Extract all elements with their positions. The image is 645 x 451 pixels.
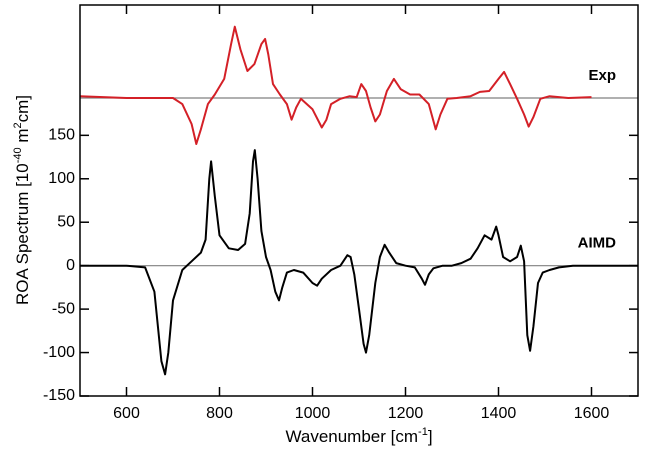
y-label-text: ROA Spectrum [10 — [13, 163, 32, 305]
y-label-sup: -40 — [12, 147, 24, 163]
y-tick-label: 50 — [57, 213, 75, 230]
x-label-text: ] — [428, 427, 433, 446]
y-label-text: m — [13, 128, 32, 147]
y-axis-label: ROA Spectrum [10-40 m2cm] — [12, 95, 32, 305]
spectrum-line — [79, 25, 592, 145]
x-tick-label: 1000 — [295, 405, 331, 422]
x-tick-label: 800 — [206, 405, 233, 422]
y-tick-label: 100 — [48, 170, 75, 187]
y-tick-label: 0 — [66, 257, 75, 274]
y-label-text: cm] — [13, 95, 32, 122]
x-label-text: Wavenumber [cm — [285, 427, 418, 446]
x-axis-label: Wavenumber [cm-1] — [285, 426, 432, 446]
y-tick-label: -50 — [52, 300, 75, 317]
y-tick-label: 150 — [48, 127, 75, 144]
x-label-sup: -1 — [418, 426, 428, 438]
y-tick-label: -150 — [43, 387, 75, 404]
y-label-sup: 2 — [12, 122, 24, 128]
x-tick-label: 1400 — [481, 405, 517, 422]
x-tick-label: 1600 — [574, 405, 610, 422]
x-tick-label: 1200 — [388, 405, 424, 422]
x-tick-label: 600 — [113, 405, 140, 422]
series-label: Exp — [588, 67, 616, 84]
plot-frame — [79, 4, 639, 397]
spectrum-line — [80, 149, 638, 376]
y-tick-label: -100 — [43, 344, 75, 361]
series-label: AIMD — [578, 235, 616, 252]
